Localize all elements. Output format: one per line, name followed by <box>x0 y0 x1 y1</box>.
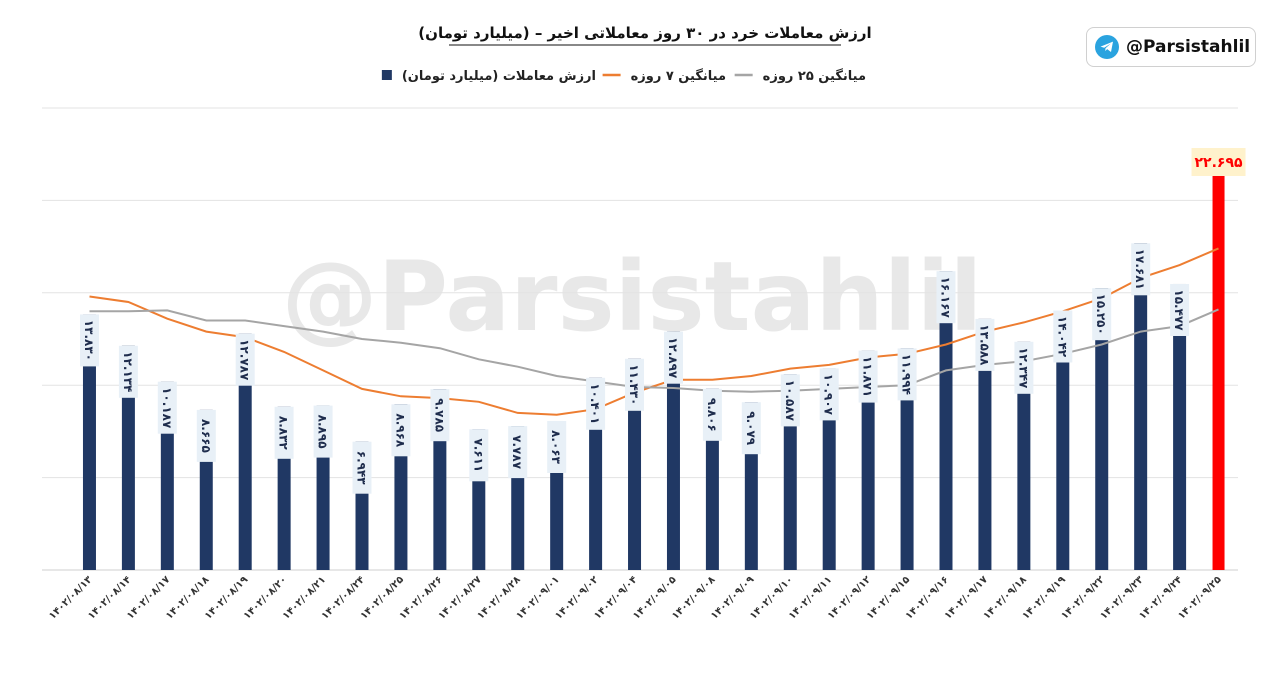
data-label: ۱۶.۱۶۷ <box>936 271 956 324</box>
bar[interactable] <box>1017 341 1031 570</box>
watermark: @Parsistahlil <box>282 241 983 353</box>
data-label-text: ۱۶.۱۶۷ <box>939 277 953 319</box>
bar[interactable] <box>1173 283 1187 570</box>
data-label-text: ۱۲.۷۸۷ <box>238 339 252 381</box>
chart-title: ارزش معاملات خرد در ۳۰ روز معاملاتی اخیر… <box>418 24 871 42</box>
bar[interactable] <box>1056 310 1070 570</box>
bar[interactable] <box>900 348 914 570</box>
data-label: ۷.۷۸۷ <box>508 426 528 479</box>
data-label: ۱۲.۸۹۷ <box>664 331 683 384</box>
legend-label: ارزش معاملات (میلیارد تومان) <box>402 69 596 84</box>
data-label-text: ۹.۸۰۶ <box>705 398 719 432</box>
data-label-text: ۱۱.۹۹۴ <box>900 354 914 395</box>
legend-item: میانگین ۷ روزه <box>602 68 726 84</box>
data-label: ۱۲.۳۴۷ <box>1014 341 1034 394</box>
line-avg7 <box>89 247 1219 416</box>
legend-label: میانگین ۷ روزه <box>631 68 726 84</box>
data-label-text: ۲۲.۶۹۵ <box>1195 155 1243 171</box>
data-label: ۱۱.۴۳۰ <box>625 358 644 411</box>
telegram-handle: @Parsistahlil <box>1126 37 1251 57</box>
data-label-text: ۱۴.۰۴۲ <box>1055 316 1069 358</box>
data-label: ۹.۰۷۹ <box>741 402 761 455</box>
data-label: ۱۰.۹۰۷ <box>819 368 839 421</box>
data-label-text: ۱۱.۸۷۱ <box>861 356 875 397</box>
data-label-text: ۹.۷۸۵ <box>432 398 446 432</box>
data-label-text: ۸.۶۶۵ <box>199 419 213 453</box>
data-label-text: ۱۰.۹۰۷ <box>822 374 836 416</box>
data-label-text: ۶.۹۴۳ <box>355 451 369 486</box>
data-label-text: ۱۳.۸۳۰ <box>82 320 96 361</box>
bar[interactable] <box>1095 288 1109 570</box>
data-label-text: ۱۳.۵۸۸ <box>977 324 991 366</box>
data-label-text: ۸.۹۶۸ <box>393 413 407 448</box>
data-label: ۱۵.۴۷۷ <box>1170 284 1190 336</box>
data-label: ۱۲.۷۸۷ <box>235 333 255 386</box>
data-label: ۱۰.۵۸۷ <box>780 374 800 427</box>
bar[interactable] <box>1212 150 1225 570</box>
data-label: ۱۱.۸۷۱ <box>858 350 878 403</box>
telegram-icon <box>1095 35 1119 59</box>
data-label-text: ۱۵.۲۵۰ <box>1094 294 1108 335</box>
data-label-text: ۱۰.۵۸۷ <box>783 380 797 422</box>
legend-item: ارزش معاملات (میلیارد تومان) <box>381 69 596 84</box>
bar[interactable] <box>1134 243 1148 570</box>
data-label-text: ۸.۰۶۳ <box>549 430 563 465</box>
data-label: ۱۵.۲۵۰ <box>1092 288 1112 341</box>
data-label: ۹.۸۰۶ <box>702 388 722 441</box>
data-label: ۱۰.۴۰۱ <box>586 377 606 430</box>
data-label: ۱۳.۸۳۰ <box>80 314 99 367</box>
bar[interactable] <box>861 350 875 570</box>
data-label: ۱۱.۹۹۴ <box>897 348 917 401</box>
data-label: ۹.۷۸۵ <box>430 389 450 442</box>
legend-item: میانگین ۲۵ روزه <box>734 68 866 84</box>
data-label-text: ۱۰.۱۸۷ <box>160 387 174 429</box>
bar[interactable] <box>121 345 135 570</box>
legend-label: میانگین ۲۵ روزه <box>763 68 866 84</box>
data-label-text: ۱۱.۴۳۰ <box>627 364 641 405</box>
data-label: ۸.۸۹۵ <box>313 405 333 458</box>
data-label-text: ۱۲.۱۳۴ <box>121 351 135 392</box>
data-label-text: ۹.۰۷۹ <box>744 411 758 446</box>
bar[interactable] <box>666 331 680 570</box>
data-label: ۱۴.۰۴۲ <box>1053 310 1073 363</box>
data-label: ۸.۹۶۸ <box>391 404 411 457</box>
data-label-text: ۱۲.۸۹۷ <box>666 337 680 379</box>
data-label: ۷.۶۱۱ <box>469 429 489 482</box>
data-label-text: ۱۵.۴۷۷ <box>1172 289 1186 331</box>
data-label: ۱۷.۶۸۱ <box>1131 243 1151 296</box>
data-label: ۸.۸۳۲ <box>274 406 294 459</box>
data-label-highlight: ۲۲.۶۹۵ <box>1191 148 1246 176</box>
bar[interactable] <box>978 318 992 570</box>
data-label-text: ۷.۶۱۱ <box>471 438 485 472</box>
data-label-text: ۷.۷۸۷ <box>510 435 524 470</box>
data-label: ۱۲.۱۳۴ <box>118 345 138 398</box>
data-label-text: ۸.۸۳۲ <box>277 416 291 451</box>
telegram-handle-badge[interactable]: @Parsistahlil <box>1086 27 1256 67</box>
data-label-text: ۱۰.۴۰۱ <box>588 383 602 424</box>
data-label: ۱۳.۵۸۸ <box>975 318 995 371</box>
data-label: ۸.۰۶۳ <box>547 421 567 473</box>
bar[interactable] <box>82 314 96 570</box>
data-label-text: ۱۲.۳۴۷ <box>1016 347 1030 389</box>
legend-swatch <box>381 70 392 80</box>
data-label: ۱۰.۱۸۷ <box>157 381 177 434</box>
data-label-text: ۱۷.۶۸۱ <box>1133 249 1147 290</box>
bar[interactable] <box>238 333 252 570</box>
data-label: ۶.۹۴۳ <box>352 441 372 494</box>
data-label-text: ۸.۸۹۵ <box>316 415 330 449</box>
data-label: ۸.۶۶۵ <box>196 409 216 462</box>
bar[interactable] <box>628 358 642 570</box>
